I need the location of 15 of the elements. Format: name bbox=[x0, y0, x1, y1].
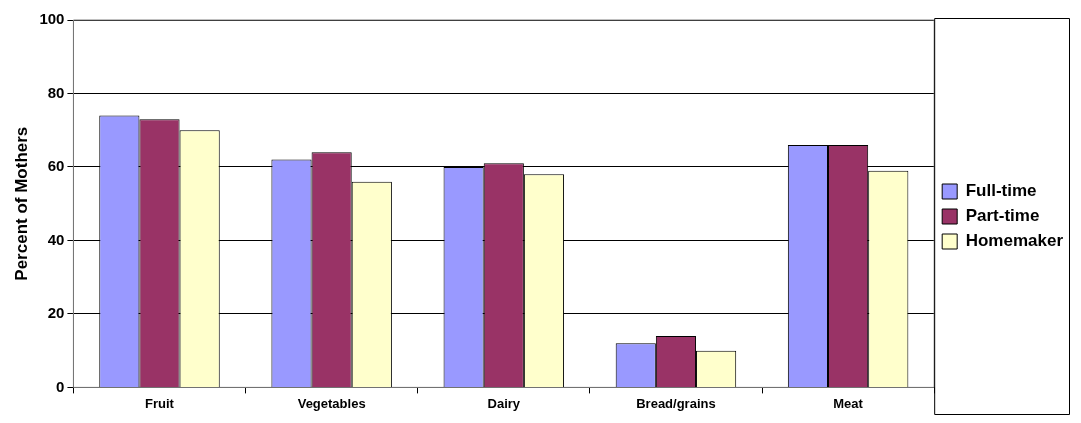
y-tick-label: 60 bbox=[47, 157, 65, 175]
x-tick-label: Vegetables bbox=[297, 395, 366, 411]
legend-label: Homemaker bbox=[965, 231, 1064, 251]
legend-label: Full-time bbox=[965, 181, 1037, 201]
x-tick-label: Meat bbox=[833, 395, 864, 411]
x-tick-label: Dairy bbox=[487, 395, 521, 411]
y-axis-title: Percent of Mothers bbox=[11, 126, 31, 281]
x-tick-label: Bread/grains bbox=[636, 395, 716, 411]
y-tick-label: 80 bbox=[47, 83, 65, 101]
y-tick-label: 20 bbox=[47, 304, 65, 322]
x-tick-label: Fruit bbox=[145, 395, 175, 411]
legend-label: Part-time bbox=[965, 206, 1040, 226]
y-tick-label: 40 bbox=[47, 230, 65, 248]
y-tick-label: 100 bbox=[39, 10, 65, 28]
y-tick-label: 0 bbox=[56, 377, 65, 395]
